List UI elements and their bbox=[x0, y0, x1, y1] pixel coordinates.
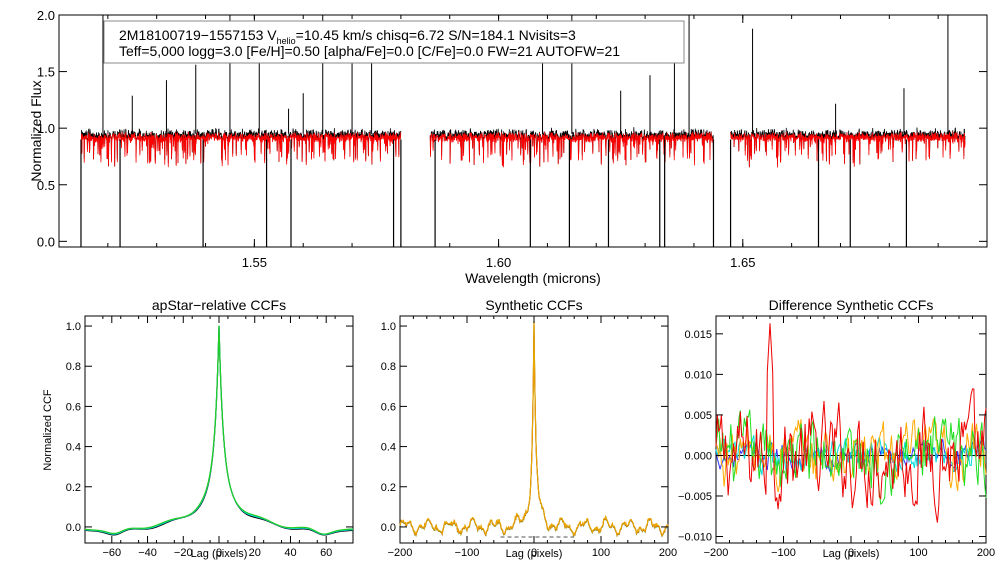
spectrum-xtick-label: 1.55 bbox=[242, 255, 267, 270]
xtick-label: −100 bbox=[455, 547, 480, 559]
info-box bbox=[103, 20, 685, 64]
spectrum-panel: 1.55 1.60 1.65 0.0 0.5 1.0 1.5 2.0 2M18100719−1… bbox=[28, 8, 988, 286]
ytick-label: 0.6 bbox=[381, 401, 396, 413]
ccf1-panel: apStar−relative CCFs −60 −40 −20 0 20 40 60 0.0… bbox=[42, 297, 354, 560]
xtick-label: 0 bbox=[216, 547, 222, 559]
model-spectrum-chip-1 bbox=[429, 131, 714, 168]
observed-spectrum-chip-1 bbox=[429, 127, 714, 167]
ytick-label: 0.0 bbox=[381, 522, 396, 534]
ccf3-panel: Difference Synthetic CCFs −200 −100 0 100 20… bbox=[678, 297, 995, 560]
xtick-label: 60 bbox=[320, 547, 332, 559]
ytick-label: 1.0 bbox=[66, 321, 81, 333]
ccf1-series-combined bbox=[84, 326, 354, 536]
xtick-label: 200 bbox=[977, 547, 995, 559]
ytick-label: 0.8 bbox=[66, 361, 81, 373]
ccf3-axes: −200 −100 0 100 200 0.015 0.010 0.005 0.000 −0.00… bbox=[678, 316, 995, 559]
ccf1-frame bbox=[84, 315, 354, 544]
spectrum-ytick-label: 2.0 bbox=[37, 8, 55, 23]
ccf2-traces bbox=[399, 320, 669, 538]
xtick-label: −20 bbox=[174, 547, 193, 559]
xtick-label: 100 bbox=[592, 547, 610, 559]
ccf2-panel: Synthetic CCFs −200 −100 0 100 200 0.0 0.2 0.4 0… bbox=[381, 297, 677, 560]
ccf2-axes: −200 −100 0 100 200 0.0 0.2 0.4 0.6 0.8 1.0 bbox=[381, 316, 677, 559]
spectrum-ytick-label: 0.0 bbox=[37, 234, 55, 249]
ccf3-series-red bbox=[715, 323, 987, 523]
ytick-label: 0.005 bbox=[684, 410, 712, 422]
spectrum-xtick-label: 1.65 bbox=[730, 255, 755, 270]
spectrum-xtick-label: 1.60 bbox=[486, 255, 511, 270]
ccf2-series-visit-3 bbox=[399, 320, 669, 537]
ccf2-xlabel: Lag (pixels) bbox=[506, 548, 563, 560]
xtick-label: −200 bbox=[388, 547, 413, 559]
xtick-label: −60 bbox=[102, 547, 121, 559]
ytick-label: 0.000 bbox=[684, 450, 712, 462]
xtick-label: 0 bbox=[531, 547, 537, 559]
spectrum-ytick-label: 1.5 bbox=[37, 65, 55, 80]
ccf2-title: Synthetic CCFs bbox=[485, 297, 582, 313]
ccf1-series-visit-1 bbox=[84, 325, 354, 536]
ytick-label: 0.2 bbox=[66, 482, 81, 494]
ytick-label: 0.8 bbox=[381, 361, 396, 373]
ccf1-series-visit-2 bbox=[84, 325, 354, 535]
ccf3-xlabel: Lag (pixels) bbox=[823, 548, 880, 560]
spectrum-ylabel: Normalized Flux bbox=[28, 80, 44, 181]
xtick-label: −200 bbox=[704, 547, 729, 559]
ytick-label: −0.010 bbox=[678, 532, 712, 544]
ytick-label: 0.4 bbox=[66, 442, 81, 454]
ccf1-axes: −60 −40 −20 0 20 40 60 0.0 0.2 0.4 0.6 0.8 1.0 bbox=[66, 316, 354, 559]
ccf3-traces bbox=[715, 323, 987, 523]
xtick-label: 0 bbox=[848, 547, 854, 559]
ccf1-title: apStar−relative CCFs bbox=[152, 297, 286, 313]
info-line-1: 2M18100719−1557153 Vhelio=10.45 km/s chi… bbox=[119, 27, 576, 46]
info-line-2: Teff=5,000 logg=3.0 [Fe/H]=0.50 [alpha/F… bbox=[119, 43, 620, 59]
ytick-label: 0.015 bbox=[684, 329, 712, 341]
model-spectrum-chip-2 bbox=[730, 131, 966, 168]
xtick-label: 200 bbox=[659, 547, 677, 559]
xtick-label: −40 bbox=[138, 547, 157, 559]
xtick-label: 20 bbox=[249, 547, 261, 559]
ytick-label: 0.4 bbox=[381, 442, 396, 454]
spectrum-ytick-label: 1.0 bbox=[37, 121, 55, 136]
xtick-label: −100 bbox=[771, 547, 796, 559]
ytick-label: 1.0 bbox=[381, 321, 396, 333]
ytick-label: 0.2 bbox=[381, 482, 396, 494]
spectrum-ytick-label: 0.5 bbox=[37, 178, 55, 193]
model-spectrum-chip-0 bbox=[80, 131, 402, 168]
ccf1-traces bbox=[84, 325, 354, 536]
ytick-label: 0.010 bbox=[684, 369, 712, 381]
ytick-label: 0.6 bbox=[66, 401, 81, 413]
ytick-label: 0.0 bbox=[66, 522, 81, 534]
spectrum-xlabel: Wavelength (microns) bbox=[465, 270, 601, 286]
ccf3-title: Difference Synthetic CCFs bbox=[769, 297, 934, 313]
xtick-label: 100 bbox=[909, 547, 927, 559]
ccf3-series-green bbox=[715, 409, 987, 505]
spectrum-traces bbox=[80, 15, 966, 247]
spectrum-axes: 1.55 1.60 1.65 0.0 0.5 1.0 1.5 2.0 bbox=[37, 8, 988, 270]
spectrum-frame bbox=[58, 14, 988, 248]
xtick-label: 40 bbox=[284, 547, 296, 559]
ccf1-xlabel: Lag (pixels) bbox=[191, 548, 248, 560]
ytick-label: −0.005 bbox=[678, 491, 712, 503]
ccf1-ylabel: Normalized CCF bbox=[42, 389, 54, 471]
